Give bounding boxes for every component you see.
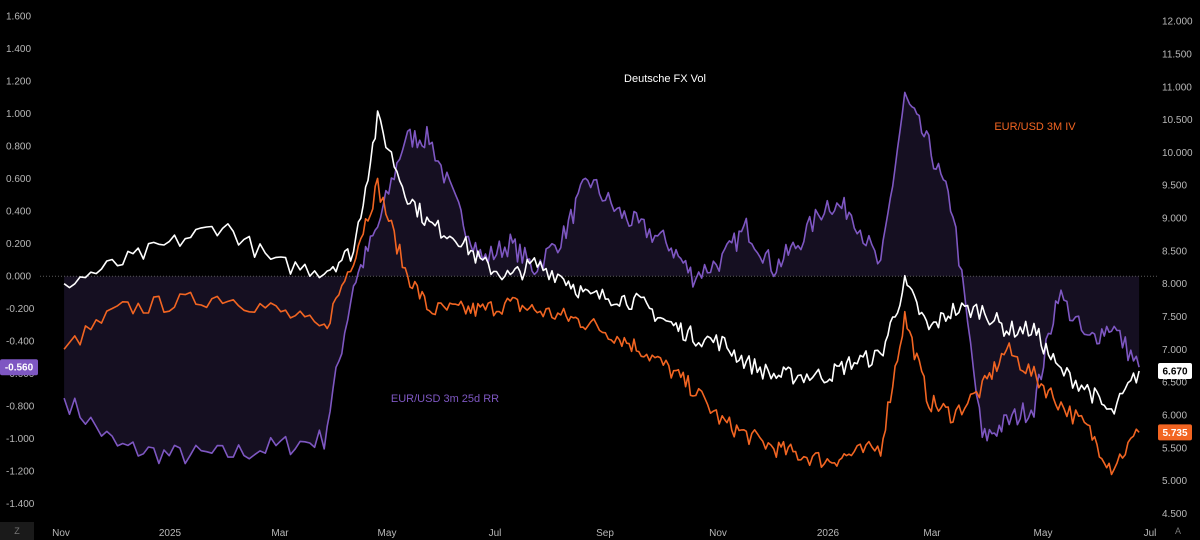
series-line-1 bbox=[63, 177, 1140, 476]
corner-right-label[interactable]: A bbox=[1175, 526, 1181, 536]
x-tick-label: Mar bbox=[271, 528, 289, 539]
chart-title: Deutsche FX Vol bbox=[624, 73, 706, 85]
left-tick-label: -0.400 bbox=[6, 337, 35, 348]
last-value-badge bbox=[1158, 362, 1192, 379]
series-line-2 bbox=[63, 110, 1140, 415]
right-tick-label: 7.500 bbox=[1162, 312, 1187, 323]
corner-left-label[interactable]: Z bbox=[14, 526, 20, 536]
right-tick-label: 8.000 bbox=[1162, 279, 1187, 290]
left-tick-label: -0.800 bbox=[6, 402, 35, 413]
right-tick-label: 11.500 bbox=[1162, 49, 1192, 60]
x-tick-label: Nov bbox=[709, 528, 727, 539]
x-tick-label: May bbox=[1034, 528, 1053, 539]
x-tick-label: May bbox=[378, 528, 397, 539]
left-tick-label: 0.600 bbox=[6, 174, 31, 185]
x-tick-label: Nov bbox=[52, 528, 70, 539]
last-value-badge bbox=[1158, 424, 1192, 441]
left-tick-label: 1.400 bbox=[6, 44, 31, 55]
right-axis: 12.000 11.500 11.000 10.500 10.000 9.500 9.000… bbox=[1162, 17, 1193, 520]
right-tick-label: 4.500 bbox=[1162, 509, 1187, 520]
left-tick-label: 0.400 bbox=[6, 207, 31, 218]
last-value-label: 6.670 bbox=[1162, 366, 1187, 377]
right-tick-label: 9.000 bbox=[1162, 214, 1187, 225]
right-tick-label: 5.000 bbox=[1162, 476, 1187, 487]
right-tick-label: 6.500 bbox=[1162, 378, 1187, 389]
x-tick-label: Jul bbox=[1144, 528, 1157, 539]
right-tick-label: 10.000 bbox=[1162, 148, 1193, 159]
x-tick-label: Mar bbox=[923, 528, 941, 539]
x-tick-label: 2026 bbox=[817, 528, 840, 539]
annotation-iv: EUR/USD 3M IV bbox=[994, 121, 1076, 133]
last-value-badges: -0.560 5.735 6.670 bbox=[0, 359, 1192, 441]
corner-left-box bbox=[0, 522, 34, 540]
x-tick-label: Sep bbox=[596, 528, 614, 539]
last-value-label: 5.735 bbox=[1162, 428, 1187, 439]
left-tick-label: 1.200 bbox=[6, 77, 31, 88]
right-tick-label: 10.500 bbox=[1162, 115, 1193, 126]
rr-area-fill bbox=[64, 92, 1140, 464]
x-tick-label: Jul bbox=[489, 528, 502, 539]
left-tick-label: 0.800 bbox=[6, 142, 31, 153]
left-tick-label: -1.400 bbox=[6, 499, 35, 510]
right-tick-label: 5.500 bbox=[1162, 443, 1187, 454]
x-axis: Nov 2025 Mar May Jul Sep Nov 2026 Mar May Jul bbox=[52, 528, 1156, 539]
right-tick-label: 11.000 bbox=[1162, 82, 1192, 93]
series-layer bbox=[63, 91, 1140, 476]
left-tick-label: -1.200 bbox=[6, 467, 35, 478]
left-tick-label: -1.000 bbox=[6, 434, 35, 445]
left-tick-label: 1.600 bbox=[6, 12, 31, 23]
left-tick-label: 0.200 bbox=[6, 239, 31, 250]
left-tick-label: -0.200 bbox=[6, 304, 35, 315]
rr-fill-layer bbox=[64, 92, 1140, 464]
right-tick-label: 12.000 bbox=[1162, 17, 1193, 28]
last-value-label: -0.560 bbox=[5, 363, 34, 374]
right-tick-label: 8.500 bbox=[1162, 246, 1187, 257]
left-tick-label: 0.000 bbox=[6, 272, 31, 283]
right-tick-label: 6.000 bbox=[1162, 410, 1187, 421]
annotation-rr: EUR/USD 3m 25d RR bbox=[391, 393, 499, 405]
left-tick-label: 1.000 bbox=[6, 109, 31, 120]
last-value-badge bbox=[0, 359, 38, 376]
series-line-0 bbox=[63, 91, 1140, 465]
right-tick-label: 7.000 bbox=[1162, 345, 1187, 356]
right-tick-label: 9.500 bbox=[1162, 181, 1187, 192]
x-tick-label: 2025 bbox=[159, 528, 182, 539]
